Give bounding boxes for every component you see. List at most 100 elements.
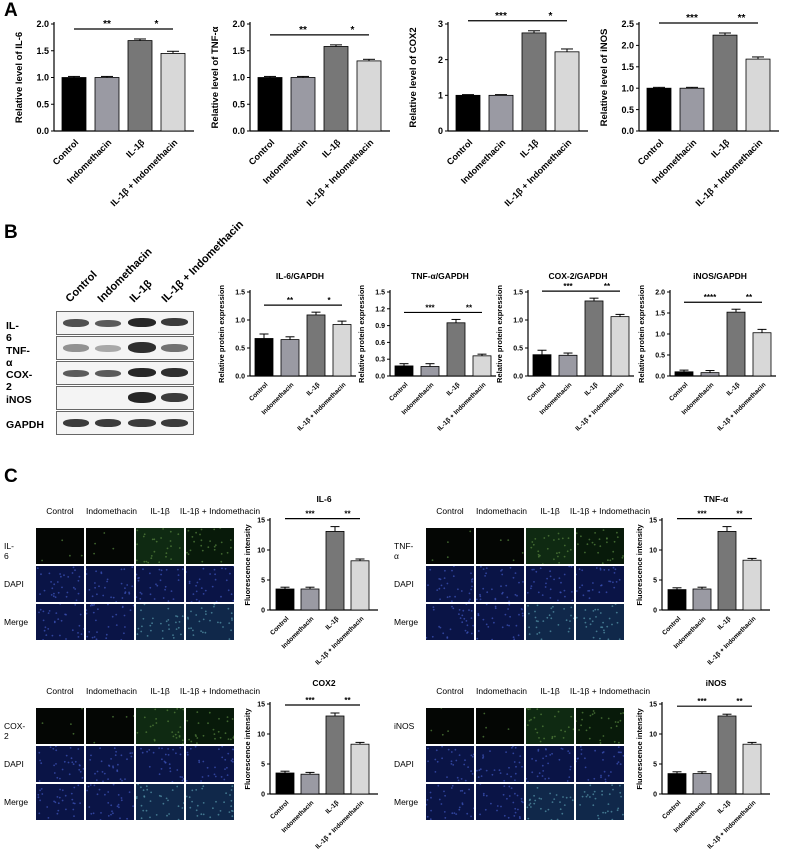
cell-dot [597, 608, 599, 611]
cell-dot [500, 805, 502, 808]
cell-dot [510, 787, 513, 790]
micrograph-texture [36, 566, 81, 602]
cell-dot [505, 751, 507, 753]
cell-dot [198, 600, 201, 603]
cell-dot [547, 534, 550, 537]
cell-dot [140, 609, 142, 612]
cell-dot [145, 785, 148, 788]
cell-dot [584, 609, 587, 611]
cell-dot [499, 772, 502, 774]
if-row-label: DAPI [394, 579, 414, 589]
cell-dot [603, 631, 606, 634]
cell-dot [230, 629, 232, 632]
cell-dot [196, 815, 199, 817]
cell-dot [49, 746, 52, 748]
cell-dot [563, 544, 566, 547]
cell-dot [541, 594, 544, 596]
cell-dot [195, 614, 198, 616]
bar [275, 588, 295, 611]
bar [300, 773, 320, 795]
cell-dot [132, 604, 135, 607]
cell-dot [207, 775, 210, 777]
cell-dot [606, 537, 608, 540]
cell-dot [551, 801, 554, 803]
cell-dot [615, 611, 618, 614]
cell-dot [460, 590, 463, 592]
cell-dot [119, 817, 121, 820]
if-micrograph [426, 565, 474, 603]
cell-dot [71, 629, 74, 632]
cell-dot [559, 591, 562, 594]
cell-dot [158, 747, 160, 749]
significance-marker: * [327, 296, 331, 305]
cell-dot [85, 612, 88, 615]
cell-dot [129, 609, 132, 612]
cell-dot [231, 810, 234, 812]
cell-dot [619, 791, 622, 794]
cell-dot [155, 540, 158, 543]
y-axis-label: Relative level of iNOS [599, 29, 610, 127]
cell-dot [87, 785, 90, 788]
cell-dot [231, 758, 234, 761]
cell-dot [112, 812, 114, 815]
cell-dot [440, 707, 443, 709]
significance-marker: ** [736, 697, 743, 706]
cell-dot [569, 548, 572, 551]
bar [742, 559, 762, 611]
cell-dot [96, 793, 99, 796]
cell-dot [618, 638, 621, 641]
cell-dot [518, 816, 521, 818]
cell-dot [518, 613, 520, 616]
cell-dot [213, 773, 216, 776]
cell-dot [477, 612, 480, 615]
cell-dot [528, 799, 531, 802]
x-tick-label: Control [269, 615, 290, 636]
cell-dot [452, 575, 455, 578]
cell-dot [601, 793, 603, 796]
cell-dot [508, 624, 510, 627]
cell-dot [607, 810, 609, 813]
significance-marker: **** [704, 293, 717, 302]
cell-dot [213, 545, 216, 548]
cell-dot [579, 804, 581, 806]
cell-dot [79, 613, 82, 616]
cell-dot [209, 619, 211, 622]
cell-dot [107, 626, 110, 628]
cell-dot [200, 780, 202, 782]
bar [667, 773, 687, 795]
bar [532, 354, 552, 377]
cell-dot [146, 635, 149, 637]
cell-dot [540, 638, 543, 641]
cell-dot [595, 630, 598, 633]
cell-dot [506, 596, 509, 599]
cell-dot [565, 619, 568, 622]
cell-dot [514, 772, 517, 775]
cell-dot [619, 763, 622, 765]
cell-dot [583, 791, 586, 793]
cell-dot [571, 599, 574, 602]
bar [257, 77, 283, 132]
cell-dot [175, 628, 178, 630]
cell-dot [622, 555, 624, 557]
cell-dot [200, 544, 203, 547]
cell-dot [572, 728, 575, 731]
cell-dot [604, 780, 607, 783]
cell-dot [432, 608, 435, 611]
significance-marker: ** [466, 303, 473, 312]
cell-dot [64, 794, 67, 797]
cell-dot [512, 801, 515, 804]
cell-dot [190, 610, 192, 613]
cell-dot [479, 595, 482, 598]
cell-dot [104, 793, 106, 796]
cell-dot [44, 626, 47, 629]
cell-dot [597, 817, 600, 820]
bar [127, 40, 153, 132]
cell-dot [518, 581, 520, 584]
cell-dot [124, 592, 126, 595]
cell-dot [93, 603, 96, 606]
cell-dot [200, 630, 202, 632]
cell-dot [146, 750, 148, 753]
significance-marker: * [155, 19, 159, 30]
micrograph-texture [575, 529, 624, 565]
cell-dot [444, 569, 446, 572]
